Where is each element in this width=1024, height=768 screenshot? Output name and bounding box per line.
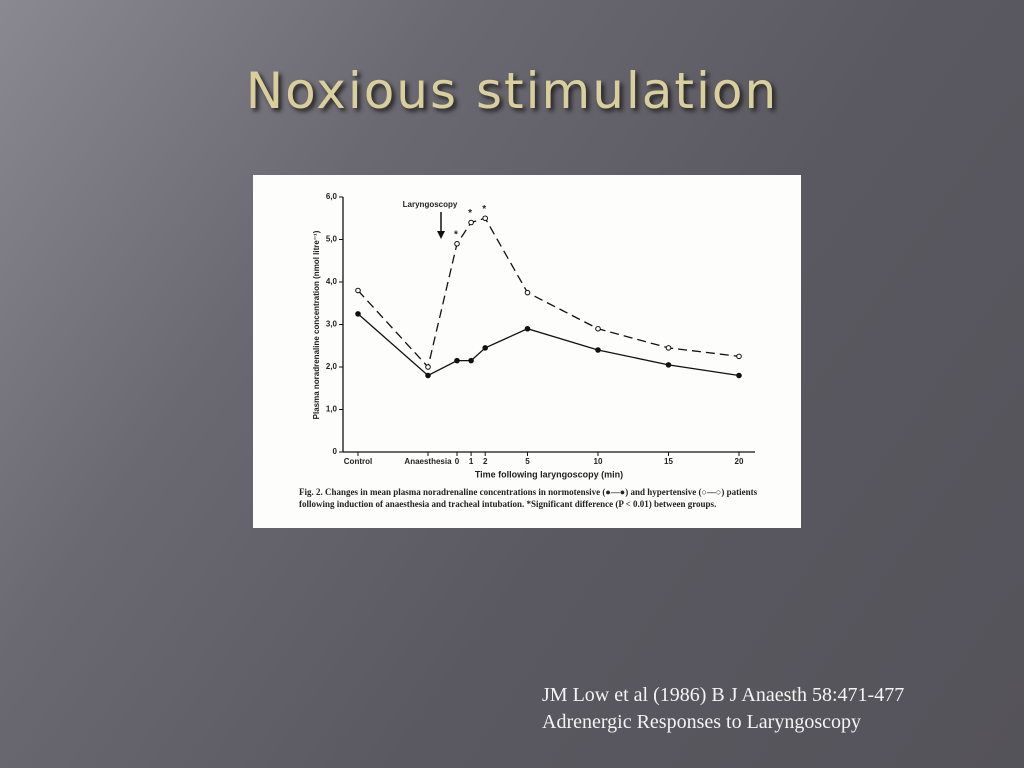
series-line <box>357 217 740 369</box>
significance-mark: * <box>454 229 458 240</box>
data-point <box>425 372 431 379</box>
y-tick-label: 0 <box>333 447 338 456</box>
y-tick-label: 4,0 <box>326 277 338 286</box>
y-tick-label: 2,0 <box>326 362 338 371</box>
significance-mark: * <box>468 208 472 219</box>
y-tick-label: 5,0 <box>326 235 338 244</box>
data-point <box>482 215 488 222</box>
data-point <box>524 325 531 332</box>
y-axis-label: Plasma noradrenaline concentration (nmol… <box>312 230 321 419</box>
data-point <box>736 353 742 360</box>
y-tick-label: 6,0 <box>326 192 338 201</box>
data-point <box>524 289 531 296</box>
data-point <box>736 372 742 379</box>
data-point <box>665 345 672 351</box>
x-tick-label: Anaesthesia <box>404 457 452 466</box>
y-tick-label: 3,0 <box>326 320 338 329</box>
chart: Laryngoscopy Plasma noradrenaline concen… <box>312 192 755 479</box>
significance-mark: * <box>482 204 486 215</box>
x-tick-label: 10 <box>594 457 603 466</box>
data-point <box>468 357 474 364</box>
data-point <box>454 357 460 364</box>
citation: JM Low et al (1986) B J Anaesth 58:471-4… <box>542 684 905 706</box>
x-tick-label: 1 <box>469 457 474 466</box>
data-point <box>665 362 672 368</box>
data-point <box>468 219 474 226</box>
data-point <box>425 364 431 370</box>
data-point <box>454 240 460 247</box>
y-tick-label: 1,0 <box>326 405 338 414</box>
x-tick-label: 15 <box>664 457 673 466</box>
data-point <box>355 311 361 317</box>
data-point <box>482 345 488 351</box>
x-tick-label: 2 <box>483 457 488 466</box>
data-point <box>595 347 601 353</box>
data-point <box>355 287 361 294</box>
x-tick-label: 20 <box>735 457 744 466</box>
data-point <box>595 325 601 332</box>
x-tick-label: Control <box>344 457 372 466</box>
citation: Adrenergic Responses to Laryngoscopy <box>542 711 862 733</box>
figure: Laryngoscopy Plasma noradrenaline concen… <box>253 175 801 528</box>
x-axis-label: Time following laryngoscopy (min) <box>475 469 623 479</box>
slide-title: Noxious stimulation <box>245 62 779 120</box>
arrow-head <box>437 231 445 239</box>
caption: Fig. 2. Changes in mean plasma noradrena… <box>299 487 758 509</box>
annotation: Laryngoscopy <box>403 200 458 209</box>
series-line <box>357 313 740 377</box>
x-tick-label: 5 <box>525 457 530 466</box>
x-tick-label: 0 <box>455 457 460 466</box>
